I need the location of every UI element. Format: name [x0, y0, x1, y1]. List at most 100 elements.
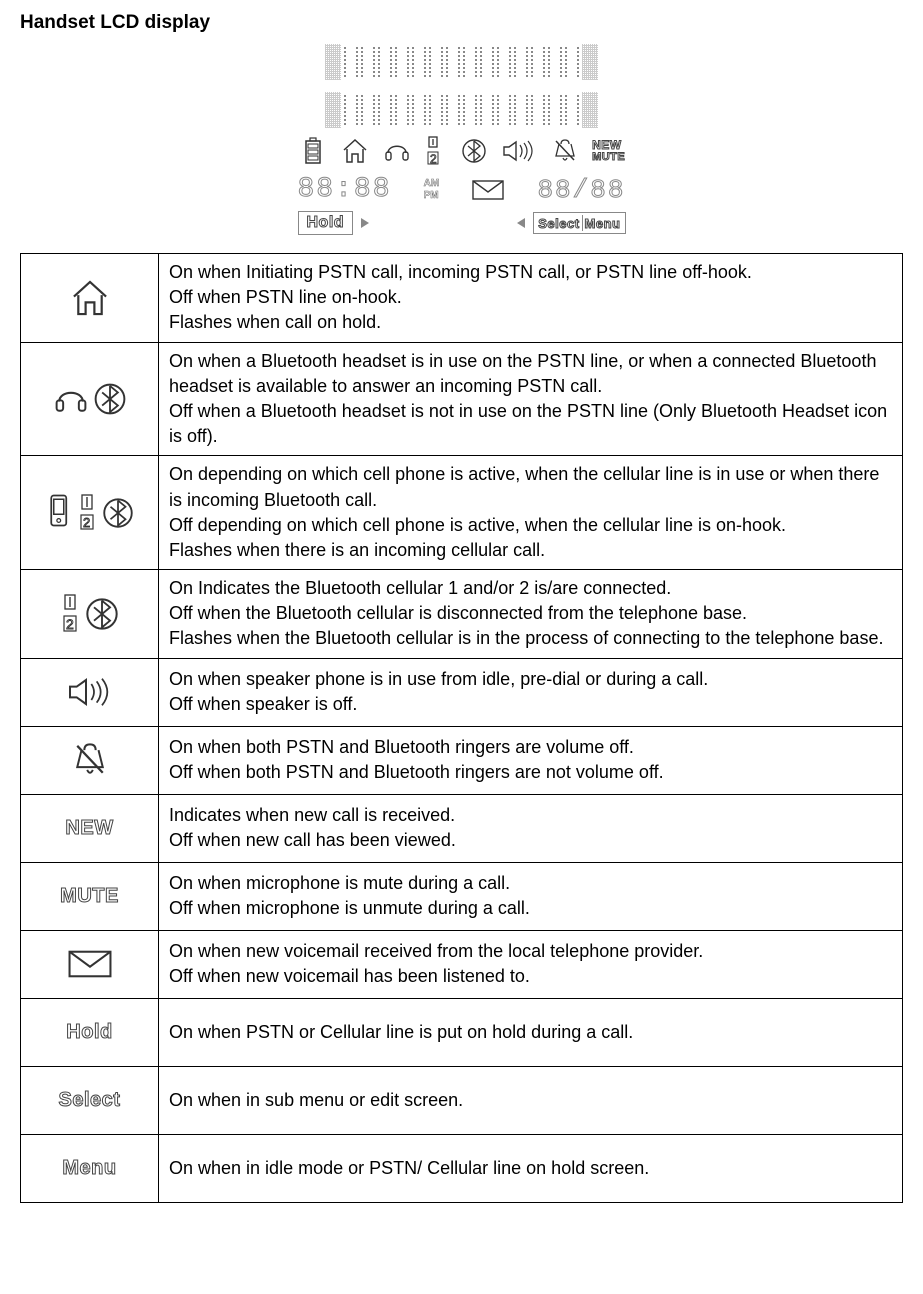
table-row: On when new voicemail received from the … — [21, 930, 903, 998]
description-cell: On when a Bluetooth headset is in use on… — [159, 342, 903, 456]
description-line: On depending on which cell phone is acti… — [169, 462, 892, 512]
description-cell: On when PSTN or Cellular line is put on … — [159, 998, 903, 1066]
table-row: On when a Bluetooth headset is in use on… — [21, 342, 903, 456]
description-cell: On depending on which cell phone is acti… — [159, 456, 903, 570]
description-line: Flashes when the Bluetooth cellular is i… — [169, 626, 892, 651]
envelope-icon — [31, 949, 148, 979]
home-icon — [340, 136, 370, 166]
description-line: Off when both PSTN and Bluetooth ringers… — [169, 760, 892, 785]
mute-word-icon: MUTE — [60, 885, 119, 907]
lcd-clock-row: 88:88 AM PM 88/88 — [292, 174, 632, 205]
description-line: Flashes when there is an incoming cellul… — [169, 538, 892, 563]
menu-word-icon: Menu — [585, 216, 621, 231]
icon-cell — [21, 342, 159, 456]
new-word-icon: NEW — [592, 139, 625, 151]
clock-digits: 88:88 — [298, 174, 392, 205]
cell-12-icon: 2 — [425, 136, 447, 166]
lcd-segment-row-2 — [292, 92, 632, 128]
icon-cell: Hold — [21, 998, 159, 1066]
hold-word-icon: Hold — [66, 1021, 112, 1043]
hold-word-icon: Hold — [307, 214, 345, 232]
description-cell: Indicates when new call is received.Off … — [159, 794, 903, 862]
description-line: Off when the Bluetooth cellular is disco… — [169, 601, 892, 626]
icon-cell: NEW — [21, 794, 159, 862]
description-line: Off when PSTN line on-hook. — [169, 285, 892, 310]
table-row: Menu On when in idle mode or PSTN/ Cellul… — [21, 1134, 903, 1202]
description-line: On when PSTN or Cellular line is put on … — [169, 1020, 892, 1045]
page-title: Handset LCD display — [20, 12, 903, 34]
lcd-icon-strip: 2 NEW MUTE — [292, 134, 632, 168]
icon-cell: Select — [21, 1066, 159, 1134]
icon-cell: Menu — [21, 1134, 159, 1202]
triangle-right-icon — [361, 218, 369, 228]
icon-cell — [21, 658, 159, 726]
description-line: Off when speaker is off. — [169, 692, 892, 717]
ringer-off-icon — [550, 136, 580, 166]
description-line: On Indicates the Bluetooth cellular 1 an… — [169, 576, 892, 601]
ringer-off-icon — [31, 741, 148, 779]
lcd-segment-row-1 — [292, 44, 632, 80]
speaker-icon — [501, 136, 537, 166]
icon-cell: 2 — [21, 456, 159, 570]
lcd-bottom-labels: Hold Select Menu — [292, 211, 632, 235]
description-line: On when in sub menu or edit screen. — [169, 1088, 892, 1113]
description-cell: On when in sub menu or edit screen. — [159, 1066, 903, 1134]
speaker-icon — [31, 676, 148, 708]
svg-text:2: 2 — [66, 616, 74, 632]
description-cell: On when both PSTN and Bluetooth ringers … — [159, 726, 903, 794]
table-row: 2 On Indicates the Bluetooth cellular 1 … — [21, 570, 903, 659]
triangle-left-icon — [517, 218, 525, 228]
description-line: Off when new call has been viewed. — [169, 828, 892, 853]
menu-word-icon: Menu — [62, 1157, 116, 1179]
description-line: Off depending on which cell phone is act… — [169, 513, 892, 538]
description-line: On when microphone is mute during a call… — [169, 871, 892, 896]
description-cell: On Indicates the Bluetooth cellular 1 an… — [159, 570, 903, 659]
battery-icon — [298, 136, 328, 166]
svg-text:2: 2 — [83, 515, 90, 530]
counter-digits: 88/88 — [537, 175, 625, 205]
table-row: On when both PSTN and Bluetooth ringers … — [21, 726, 903, 794]
icon-cell — [21, 254, 159, 343]
table-row: On when speaker phone is in use from idl… — [21, 658, 903, 726]
description-line: Off when new voicemail has been listened… — [169, 964, 892, 989]
bluetooth-icon — [459, 136, 489, 166]
select-word-icon: Select — [59, 1089, 121, 1111]
mute-word-icon: MUTE — [592, 152, 625, 163]
new-word-icon: NEW — [65, 817, 113, 839]
cell-12-bt-icon: 2 — [31, 493, 148, 533]
description-line: On when Initiating PSTN call, incoming P… — [169, 260, 892, 285]
icon-cell: 2 — [21, 570, 159, 659]
description-line: On when in idle mode or PSTN/ Cellular l… — [169, 1156, 892, 1181]
am-label: AM — [424, 179, 440, 189]
description-line: On when new voicemail received from the … — [169, 939, 892, 964]
description-line: Off when microphone is unmute during a c… — [169, 896, 892, 921]
pm-label: PM — [424, 191, 440, 201]
table-row: MUTE On when microphone is mute during a … — [21, 862, 903, 930]
description-line: On when both PSTN and Bluetooth ringers … — [169, 735, 892, 760]
description-line: On when speaker phone is in use from idl… — [169, 667, 892, 692]
table-row: 2 On depending on which cell phone is ac… — [21, 456, 903, 570]
description-line: Flashes when call on hold. — [169, 310, 892, 335]
description-cell: On when in idle mode or PSTN/ Cellular l… — [159, 1134, 903, 1202]
table-row: NEW Indicates when new call is received.O… — [21, 794, 903, 862]
select-word-icon: Select — [538, 216, 579, 231]
icon-cell — [21, 726, 159, 794]
col12-bt-icon: 2 — [31, 593, 148, 635]
description-line: On when a Bluetooth headset is in use on… — [169, 349, 892, 399]
icon-description-table: On when Initiating PSTN call, incoming P… — [20, 253, 903, 1203]
headset-bt-icon — [31, 382, 148, 416]
table-row: Select On when in sub menu or edit screen… — [21, 1066, 903, 1134]
icon-cell — [21, 930, 159, 998]
description-cell: On when microphone is mute during a call… — [159, 862, 903, 930]
home-icon — [31, 279, 148, 317]
description-line: Off when a Bluetooth headset is not in u… — [169, 399, 892, 449]
table-row: Hold On when PSTN or Cellular line is put… — [21, 998, 903, 1066]
envelope-icon — [471, 179, 505, 201]
icon-cell: MUTE — [21, 862, 159, 930]
table-row: On when Initiating PSTN call, incoming P… — [21, 254, 903, 343]
lcd-diagram: 2 NEW MUTE 88:88 AM PM 88/88 Hold — [292, 44, 632, 235]
description-line: Indicates when new call is received. — [169, 803, 892, 828]
description-cell: On when speaker phone is in use from idl… — [159, 658, 903, 726]
headset-icon — [382, 136, 412, 166]
description-cell: On when new voicemail received from the … — [159, 930, 903, 998]
